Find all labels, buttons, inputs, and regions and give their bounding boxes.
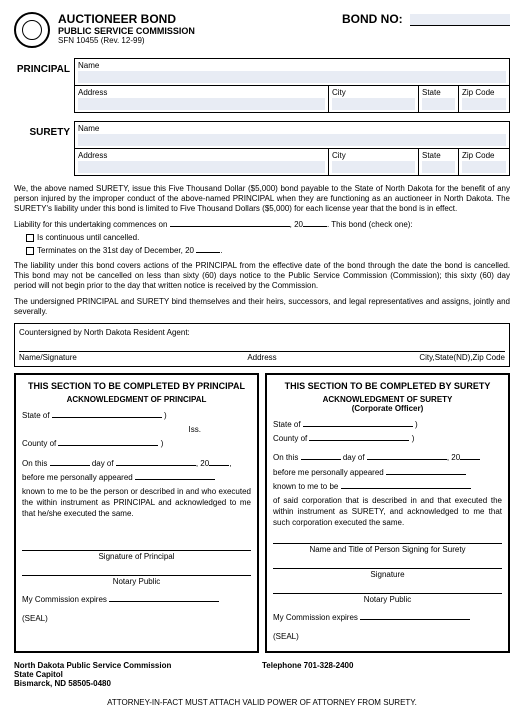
principal-address-cell[interactable]: Address bbox=[75, 86, 329, 112]
principal-zip-cell[interactable]: Zip Code bbox=[459, 86, 509, 112]
footer-tel: Telephone 701-328-2400 bbox=[262, 661, 510, 688]
surety-label: SURETY bbox=[14, 121, 74, 176]
paragraph-1: We, the above named SURETY, issue this F… bbox=[14, 184, 510, 214]
ack-surety: THIS SECTION TO BE COMPLETED BY SURETY A… bbox=[265, 373, 510, 653]
sig-principal: Signature of Principal bbox=[22, 550, 251, 561]
bond-no-label: BOND NO: bbox=[342, 12, 510, 26]
countersign-box: Countersigned by North Dakota Resident A… bbox=[14, 323, 510, 367]
form-number: SFN 10455 (Rev. 12-99) bbox=[58, 36, 342, 45]
attorney-note: ATTORNEY-IN-FACT MUST ATTACH VALID POWER… bbox=[14, 698, 510, 707]
paragraph-3: The undersigned PRINCIPAL and SURETY bin… bbox=[14, 297, 510, 317]
footer-addr1: State Capitol bbox=[14, 670, 262, 679]
header: AUCTIONEER BOND PUBLIC SERVICE COMMISSIO… bbox=[14, 12, 510, 48]
principal-row: PRINCIPAL Name Address City State Zip Co… bbox=[14, 58, 510, 113]
seal-p: (SEAL) bbox=[22, 613, 251, 624]
option-terminates: Terminates on the 31st day of December, … bbox=[14, 246, 510, 255]
surety-zip-cell[interactable]: Zip Code bbox=[459, 149, 509, 175]
footer-addr2: Bismarck, ND 58505-0480 bbox=[14, 679, 262, 688]
checkbox-continuous[interactable] bbox=[26, 234, 34, 242]
commence-date-input[interactable] bbox=[170, 226, 290, 227]
countersign-title: Countersigned by North Dakota Resident A… bbox=[19, 328, 505, 337]
principal-label: PRINCIPAL bbox=[14, 58, 74, 113]
surety-address-cell[interactable]: Address bbox=[75, 149, 329, 175]
notary-s: Notary Public bbox=[273, 593, 502, 604]
notary-p: Notary Public bbox=[22, 575, 251, 586]
surety-table: Name Address City State Zip Code bbox=[74, 121, 510, 176]
state-seal-icon bbox=[14, 12, 50, 48]
commence-year-input[interactable] bbox=[303, 226, 327, 227]
countersign-address: Address bbox=[181, 353, 343, 362]
footer: North Dakota Public Service Commission S… bbox=[14, 661, 510, 688]
surety-name-cell[interactable]: Name bbox=[75, 122, 509, 148]
ack-s-title: THIS SECTION TO BE COMPLETED BY SURETY bbox=[273, 381, 502, 391]
paragraph-2: The liability under this bond covers act… bbox=[14, 261, 510, 291]
ack-s-sub: ACKNOWLEDGMENT OF SURETY(Corporate Offic… bbox=[273, 395, 502, 413]
main-title: AUCTIONEER BOND bbox=[58, 12, 342, 26]
bond-no-input[interactable] bbox=[410, 14, 510, 26]
acknowledgment-container: THIS SECTION TO BE COMPLETED BY PRINCIPA… bbox=[14, 373, 510, 653]
title-block: AUCTIONEER BOND PUBLIC SERVICE COMMISSIO… bbox=[58, 12, 342, 45]
countersign-csz: City,State(ND),Zip Code bbox=[343, 353, 505, 362]
principal-name-cell[interactable]: Name bbox=[75, 59, 509, 85]
surety-row: SURETY Name Address City State Zip Code bbox=[14, 121, 510, 176]
principal-state-cell[interactable]: State bbox=[419, 86, 459, 112]
liability-commence: Liability for this undertaking commences… bbox=[14, 220, 510, 229]
ack-principal: THIS SECTION TO BE COMPLETED BY PRINCIPA… bbox=[14, 373, 259, 653]
ack-p-sub: ACKNOWLEDGMENT OF PRINCIPAL bbox=[22, 395, 251, 404]
sub-title: PUBLIC SERVICE COMMISSION bbox=[58, 26, 342, 36]
name-title-surety: Name and Title of Person Signing for Sur… bbox=[273, 543, 502, 554]
sig-surety: Signature bbox=[273, 568, 502, 579]
surety-state-cell[interactable]: State bbox=[419, 149, 459, 175]
terminate-year-input[interactable] bbox=[196, 252, 220, 253]
countersign-name: Name/Signature bbox=[19, 353, 181, 362]
principal-table: Name Address City State Zip Code bbox=[74, 58, 510, 113]
seal-s: (SEAL) bbox=[273, 631, 502, 642]
checkbox-terminates[interactable] bbox=[26, 247, 34, 255]
footer-org: North Dakota Public Service Commission bbox=[14, 661, 262, 670]
surety-city-cell[interactable]: City bbox=[329, 149, 419, 175]
option-continuous: Is continuous until cancelled. bbox=[14, 233, 510, 242]
ack-p-title: THIS SECTION TO BE COMPLETED BY PRINCIPA… bbox=[22, 381, 251, 391]
principal-city-cell[interactable]: City bbox=[329, 86, 419, 112]
